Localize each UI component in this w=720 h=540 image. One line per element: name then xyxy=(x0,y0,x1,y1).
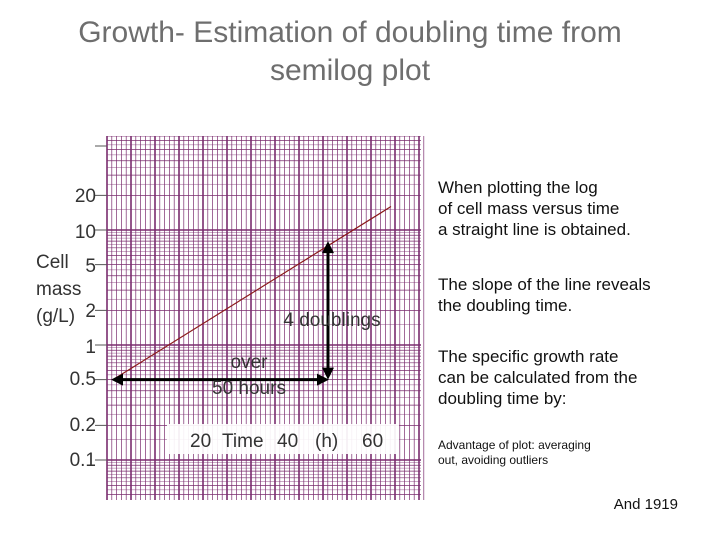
y-axis-label-line: mass xyxy=(36,279,82,300)
doublings-annotation: 4 doublings xyxy=(283,310,381,331)
x-tick-label: 40 xyxy=(277,431,299,452)
x-axis-label-band xyxy=(167,424,399,454)
horizontal-arrow-head-left xyxy=(111,373,123,386)
text-line: The specific growth rate xyxy=(438,347,619,366)
text-line: out, avoiding outliers xyxy=(438,453,549,467)
growth-line xyxy=(112,206,392,381)
explanation-paragraph-3: The specific growth rate can be calculat… xyxy=(438,346,637,409)
horizontal-arrow-head-right xyxy=(317,373,329,386)
slide-title: Growth- Estimation of doubling time from… xyxy=(78,16,622,87)
x-tick-label: 60 xyxy=(362,431,384,452)
text-line: the doubling time. xyxy=(438,296,573,315)
plot-graphic xyxy=(95,136,425,500)
x-axis-label: Time xyxy=(222,431,264,452)
y-tick-label: 0.5 xyxy=(69,369,96,390)
over-annotation: over xyxy=(230,352,268,373)
y-tick-label: 0.1 xyxy=(69,450,96,471)
hours-annotation: 50 hours xyxy=(212,378,286,399)
text-line: a straight line is obtained. xyxy=(438,220,631,239)
vertical-arrow-head-bottom xyxy=(322,367,334,380)
vertical-arrow-head-top xyxy=(322,241,334,254)
y-axis-label-line: Cell xyxy=(36,252,69,273)
explanation-paragraph-1: When plotting the log of cell mass versu… xyxy=(438,177,631,240)
y-tick-label: 10 xyxy=(74,222,96,243)
text-line: can be calculated from the xyxy=(438,368,638,387)
y-axis-label-line: (g/L) xyxy=(36,306,76,327)
y-tick-label: 20 xyxy=(74,186,96,207)
text-line: Advantage of plot: averaging xyxy=(438,438,591,452)
advantage-note: Advantage of plot: averaging out, avoidi… xyxy=(438,438,591,468)
text-line: When plotting the log xyxy=(438,178,598,197)
x-axis-unit: (h) xyxy=(315,431,339,452)
y-tick-label: 0.2 xyxy=(69,415,96,436)
y-tick-label: 1 xyxy=(85,337,96,358)
y-tick-label: 2 xyxy=(85,301,96,322)
text-line: The slope of the line reveals xyxy=(438,275,651,294)
text-line: doubling time by: xyxy=(438,389,567,408)
x-tick-label: 20 xyxy=(190,431,212,452)
y-tick-label: 5 xyxy=(85,256,96,277)
semilog-plot xyxy=(95,128,425,504)
text-line: of cell mass versus time xyxy=(438,199,620,218)
credit-text: And 1919 xyxy=(613,496,678,513)
explanation-paragraph-2: The slope of the line reveals the doubli… xyxy=(438,274,651,316)
